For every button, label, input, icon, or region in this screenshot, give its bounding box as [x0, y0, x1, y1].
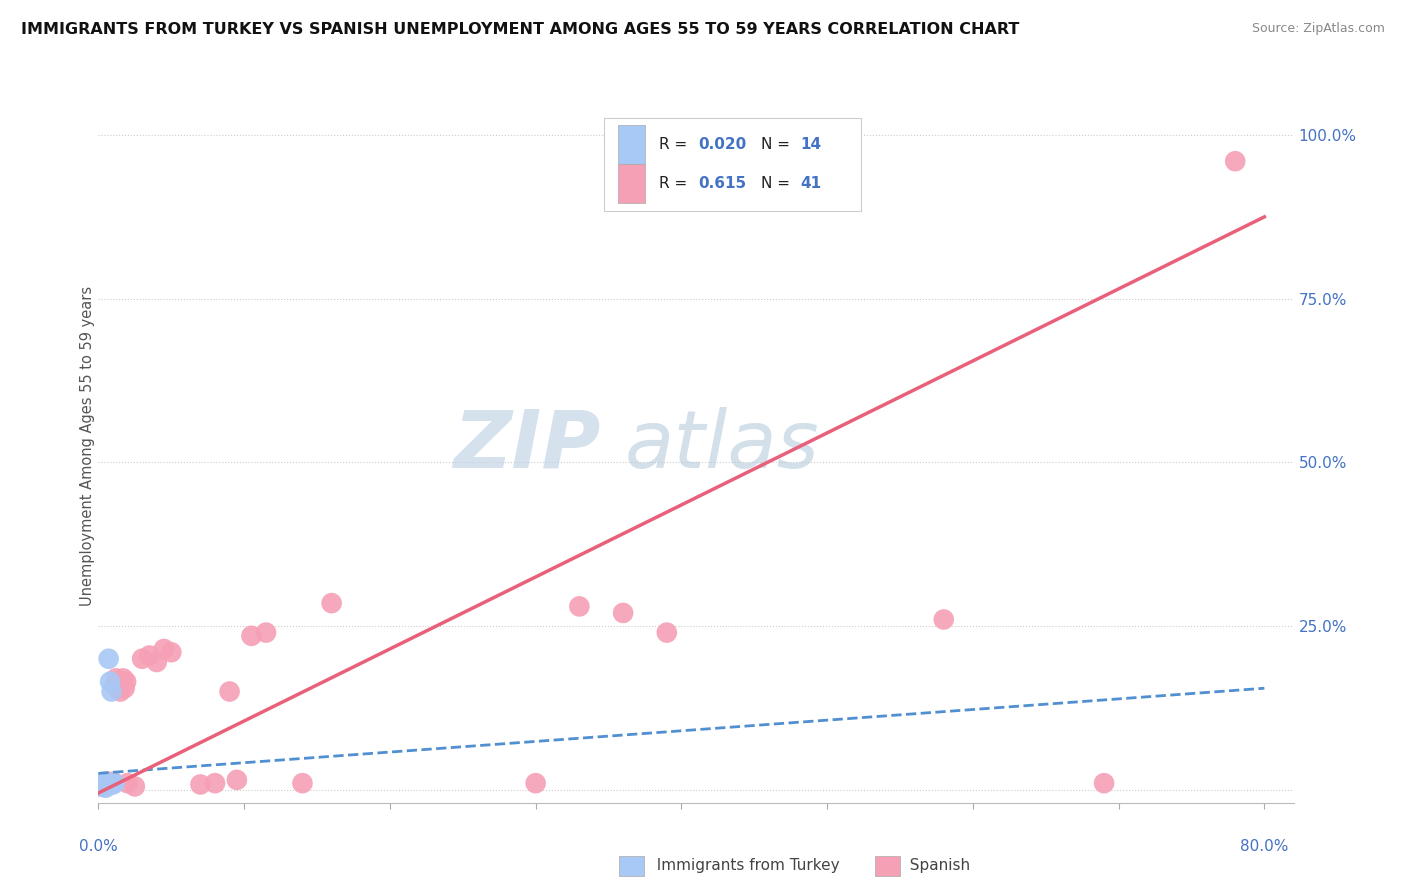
Point: [89, 780, 111, 794]
Point: [218, 684, 240, 698]
Point: [96, 777, 118, 791]
Text: 14: 14: [800, 136, 821, 152]
Point: [94, 776, 117, 790]
Point: [98, 776, 121, 790]
Point: [103, 678, 125, 692]
Point: [93, 775, 115, 789]
Bar: [619, 125, 644, 164]
Point: [153, 642, 176, 657]
Text: 0.615: 0.615: [699, 176, 747, 191]
Point: [93, 780, 115, 794]
Point: [91, 776, 114, 790]
Point: [291, 776, 314, 790]
Point: [94, 776, 117, 790]
Text: IMMIGRANTS FROM TURKEY VS SPANISH UNEMPLOYMENT AMONG AGES 55 TO 59 YEARS CORRELA: IMMIGRANTS FROM TURKEY VS SPANISH UNEMPL…: [21, 22, 1019, 37]
Point: [612, 606, 634, 620]
Point: [101, 777, 124, 791]
FancyBboxPatch shape: [605, 118, 860, 211]
Point: [89, 776, 111, 790]
Text: N =: N =: [761, 136, 794, 152]
Text: Spanish: Spanish: [900, 858, 970, 872]
Text: ZIP: ZIP: [453, 407, 600, 485]
Text: 41: 41: [800, 176, 821, 191]
Text: 0.020: 0.020: [699, 136, 747, 152]
Point: [190, 777, 212, 791]
Point: [103, 776, 125, 790]
Point: [104, 672, 127, 686]
Point: [112, 672, 135, 686]
Point: [1225, 154, 1247, 169]
Point: [115, 674, 138, 689]
Bar: [619, 164, 644, 203]
Point: [100, 684, 122, 698]
Point: [117, 776, 139, 790]
Point: [225, 772, 247, 787]
Point: [105, 681, 128, 696]
Point: [124, 780, 146, 794]
Point: [94, 780, 117, 795]
Point: [93, 780, 115, 794]
Text: Source: ZipAtlas.com: Source: ZipAtlas.com: [1251, 22, 1385, 36]
Point: [90, 777, 112, 791]
Text: 80.0%: 80.0%: [1240, 838, 1288, 854]
Y-axis label: Unemployment Among Ages 55 to 59 years: Unemployment Among Ages 55 to 59 years: [80, 286, 94, 606]
Point: [655, 625, 678, 640]
Point: [204, 776, 226, 790]
Point: [131, 652, 153, 666]
Text: R =: R =: [659, 176, 692, 191]
Text: R =: R =: [659, 136, 692, 152]
Point: [524, 776, 547, 790]
Point: [110, 684, 132, 698]
Point: [97, 775, 120, 789]
Point: [254, 625, 277, 640]
Point: [91, 777, 114, 791]
Point: [111, 678, 134, 692]
Point: [90, 780, 112, 794]
Point: [97, 652, 120, 666]
Point: [138, 648, 160, 663]
Point: [101, 775, 124, 789]
Point: [321, 596, 343, 610]
Point: [108, 674, 131, 689]
Text: 0.0%: 0.0%: [79, 838, 118, 854]
Point: [1092, 776, 1115, 790]
Point: [98, 777, 121, 791]
Point: [145, 655, 167, 669]
Text: atlas: atlas: [624, 407, 820, 485]
Text: N =: N =: [761, 176, 794, 191]
Point: [96, 777, 118, 791]
Text: Immigrants from Turkey: Immigrants from Turkey: [647, 858, 839, 872]
Point: [240, 629, 263, 643]
Point: [114, 681, 136, 696]
Point: [98, 674, 121, 689]
Point: [160, 645, 183, 659]
Point: [568, 599, 591, 614]
Point: [932, 612, 955, 626]
Point: [100, 776, 122, 790]
